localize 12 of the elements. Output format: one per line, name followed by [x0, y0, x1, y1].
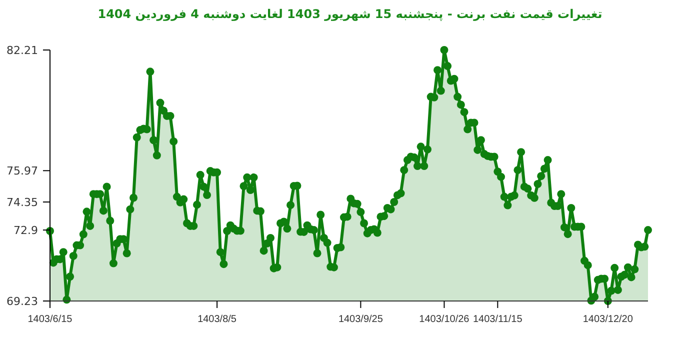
x-tick-label: 1403/10/26: [419, 314, 470, 325]
y-tick-label: 72.9: [14, 224, 38, 238]
x-tick-label: 1403/11/15: [473, 314, 523, 325]
chart-title: تغییرات قیمت نفت برنت - پنجشنبه 15 شهریور 1403 لغایت دوشنبه 4 فروردین 1404: [98, 7, 602, 21]
x-tick-label: 1403/9/25: [338, 314, 384, 325]
y-tick-label: 82.21: [6, 44, 38, 57]
y-tick-label: 69.23: [6, 295, 38, 308]
x-tick-label: 1403/8/5: [198, 314, 237, 325]
y-tick-label: 74.35: [6, 196, 38, 209]
x-tick-label: 1403/12/20: [582, 314, 634, 325]
x-tick-label: 1403/6/15: [28, 314, 73, 325]
y-tick-label: 75.97: [6, 164, 38, 178]
